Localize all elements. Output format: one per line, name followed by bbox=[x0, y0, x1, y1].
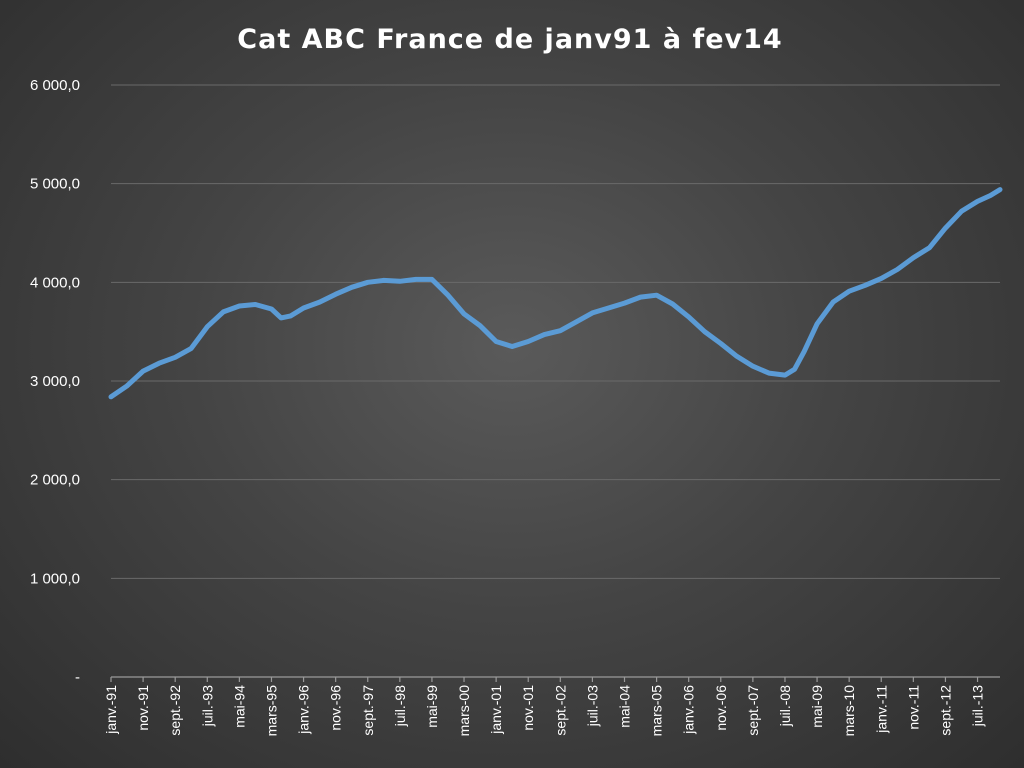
x-tick-label-11: mars-00 bbox=[456, 685, 472, 737]
x-tick-label-20: sept.-07 bbox=[745, 685, 761, 736]
y-tick-label-6: 6 000,0 bbox=[30, 77, 80, 94]
x-tick-label-6: janv.-96 bbox=[296, 685, 312, 735]
x-tick-label-16: mai-04 bbox=[617, 685, 633, 728]
y-tick-label-3: 3 000,0 bbox=[30, 373, 80, 390]
x-tick-label-10: mai-99 bbox=[424, 685, 440, 728]
x-tick-label-19: nov.-06 bbox=[713, 685, 729, 731]
y-tick-label-2: 2 000,0 bbox=[30, 472, 80, 489]
x-tick-label-4: mai-94 bbox=[231, 685, 247, 728]
series-line-0 bbox=[108, 187, 1003, 400]
x-tick-label-13: nov.-01 bbox=[520, 685, 536, 731]
x-tick-label-1: nov.-91 bbox=[135, 685, 151, 731]
x-tick-label-5: mars-95 bbox=[263, 685, 279, 737]
x-tick-label-21: juil.-08 bbox=[777, 685, 793, 727]
x-tick-label-23: mars-10 bbox=[841, 685, 857, 737]
x-tick-label-7: nov.-96 bbox=[328, 685, 344, 731]
x-tick-label-18: janv.-06 bbox=[681, 685, 697, 735]
x-tick-label-15: juil.-03 bbox=[584, 685, 600, 727]
x-tick-label-26: sept.-12 bbox=[937, 685, 953, 736]
x-tick-label-9: juil.-98 bbox=[392, 685, 408, 727]
x-tick-label-24: janv.-11 bbox=[873, 685, 889, 734]
y-tick-label-0: - bbox=[75, 669, 80, 686]
x-tick-label-0: janv.-91 bbox=[103, 685, 119, 735]
x-tick-label-17: mars-05 bbox=[649, 685, 665, 737]
chart-title: Cat ABC France de janv91 à fev14 bbox=[237, 24, 782, 55]
x-tick-label-25: nov.-11 bbox=[905, 685, 921, 730]
y-axis-tick-labels: - 1 000,0 2 000,0 3 000,0 4 000,0 5 000,0 6 00… bbox=[30, 77, 80, 686]
series-group bbox=[108, 187, 1003, 400]
y-tick-label-4: 4 000,0 bbox=[30, 274, 80, 291]
x-tick-label-8: sept.-97 bbox=[360, 685, 376, 736]
x-axis-tick-labels: janv.-91 nov.-91 sept.-92 juil.-93 mai-94 mar… bbox=[103, 677, 986, 736]
x-tick-label-3: juil.-93 bbox=[199, 685, 215, 727]
x-tick-label-12: janv.-01 bbox=[488, 685, 504, 735]
x-tick-label-14: sept.-02 bbox=[552, 685, 568, 736]
y-tick-label-5: 5 000,0 bbox=[30, 176, 80, 193]
x-tick-label-27: juil.-13 bbox=[970, 685, 986, 727]
x-tick-label-2: sept.-92 bbox=[167, 685, 183, 736]
gridlines bbox=[111, 84, 1000, 579]
y-tick-label-1: 1 000,0 bbox=[30, 570, 80, 587]
x-tick-label-22: mai-09 bbox=[809, 685, 825, 728]
